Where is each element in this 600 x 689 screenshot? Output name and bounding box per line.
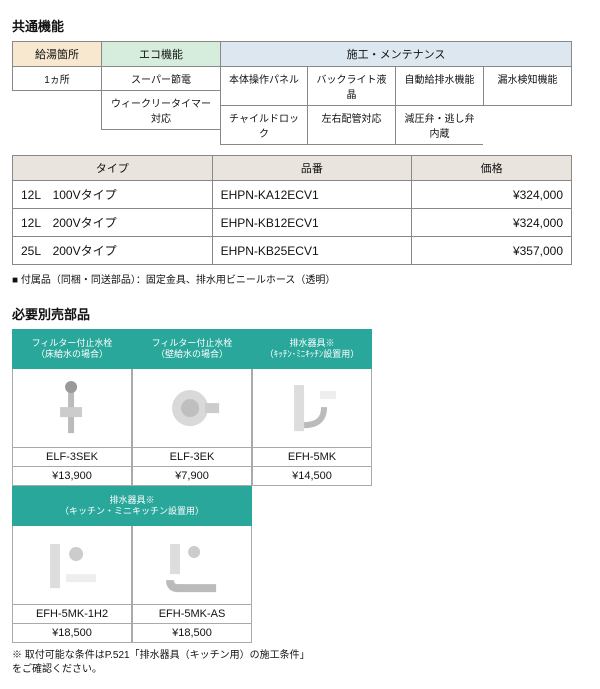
cf-cell-0-0: 1ヵ所	[12, 67, 102, 91]
prod-type: 12L 100Vタイプ	[13, 181, 213, 209]
prod-code: EHPN-KB12ECV1	[212, 209, 412, 237]
cf-cell-2-1-0: チャイルドロック	[220, 106, 308, 145]
cf-cell-1-0: スーパー節電	[101, 67, 221, 91]
cf-cell-2-0-0: 本体操作パネル	[220, 67, 308, 106]
acc-head: フィルター付止水栓（壁給水の場合）	[132, 329, 252, 369]
prod-th-type: タイプ	[13, 156, 213, 181]
acc-price: ¥18,500	[132, 623, 252, 643]
cf-cell-1-1: ウィークリータイマー対応	[101, 91, 221, 130]
cf-cell-2-0-2: 自動給排水機能	[395, 67, 484, 106]
prod-th-code: 品番	[212, 156, 412, 181]
included-parts-note: ■ 付属品（同梱・同送部品）：固定金具、排水用ビニールホース（透明）	[12, 271, 588, 286]
valve-wall-icon	[160, 373, 224, 443]
product-table: タイプ 品番 価格 12L 100VタイプEHPN-KA12ECV1¥324,0…	[12, 155, 572, 265]
acc-image	[132, 526, 252, 604]
cf-cell-2-0-3: 漏水検知機能	[483, 67, 572, 106]
acc-price: ¥7,900	[132, 466, 252, 486]
acc-image	[132, 369, 252, 447]
acc-code: EFH-5MK-AS	[132, 604, 252, 623]
cf-head-2: 施工・メンテナンス	[220, 41, 572, 67]
drain-a-icon	[280, 373, 344, 443]
prod-price: ¥357,000	[412, 237, 572, 265]
table-row: 12L 200VタイプEHPN-KB12ECV1¥324,000	[13, 209, 572, 237]
common-functions-title: 共通機能	[12, 16, 588, 35]
acc-image	[252, 369, 372, 447]
prod-price: ¥324,000	[412, 181, 572, 209]
accessories-title: 必要別売部品	[12, 304, 588, 323]
acc-price: ¥14,500	[252, 466, 372, 486]
accessories-footnote: ※ 取付可能な条件はP.521「排水器具（キッチン用）の施工条件」をご確認くださ…	[12, 649, 312, 677]
valve-floor-icon	[40, 373, 104, 443]
cf-cell-2-0-1: バックライト液晶	[307, 67, 396, 106]
prod-type: 12L 200Vタイプ	[13, 209, 213, 237]
drain-c-icon	[160, 530, 224, 600]
acc-code: EFH-5MK-1H2	[12, 604, 132, 623]
acc2-head: 排水器具※ （キッチン・ミニキッチン設置用）	[12, 486, 252, 526]
acc-image	[12, 369, 132, 447]
accessories-row1: フィルター付止水栓（床給水の場合）フィルター付止水栓（壁給水の場合）排水器具※（…	[12, 329, 588, 486]
acc-price: ¥18,500	[12, 623, 132, 643]
cf-head-1: エコ機能	[101, 41, 221, 67]
accessories-row2: 排水器具※ （キッチン・ミニキッチン設置用） EFH-5MK-1H2EFH-5M…	[12, 486, 588, 643]
acc2-head-l1: 排水器具※	[15, 495, 249, 506]
table-row: 12L 100VタイプEHPN-KA12ECV1¥324,000	[13, 181, 572, 209]
drain-b-icon	[40, 530, 104, 600]
acc2-head-l2: （キッチン・ミニキッチン設置用）	[15, 506, 249, 517]
acc-head: フィルター付止水栓（床給水の場合）	[12, 329, 132, 369]
cf-head-0: 給湯箇所	[12, 41, 102, 67]
acc-code: EFH-5MK	[252, 447, 372, 466]
prod-th-price: 価格	[412, 156, 572, 181]
acc-code: ELF-3EK	[132, 447, 252, 466]
prod-code: EHPN-KB25ECV1	[212, 237, 412, 265]
acc-price: ¥13,900	[12, 466, 132, 486]
prod-type: 25L 200Vタイプ	[13, 237, 213, 265]
cf-cell-2-1-1: 左右配管対応	[307, 106, 396, 145]
prod-code: EHPN-KA12ECV1	[212, 181, 412, 209]
acc-code: ELF-3SEK	[12, 447, 132, 466]
table-row: 25L 200VタイプEHPN-KB25ECV1¥357,000	[13, 237, 572, 265]
acc-image	[12, 526, 132, 604]
acc-head: 排水器具※（ｷｯﾁﾝ･ﾐﾆｷｯﾁﾝ設置用）	[252, 329, 372, 369]
cf-cell-2-1-3	[483, 106, 572, 145]
cf-cell-2-1-2: 減圧弁・逃し弁内蔵	[395, 106, 484, 145]
prod-price: ¥324,000	[412, 209, 572, 237]
common-functions-table: 給湯箇所 1ヵ所 エコ機能 スーパー節電 ウィークリータイマー対応 施工・メンテ…	[12, 41, 588, 145]
